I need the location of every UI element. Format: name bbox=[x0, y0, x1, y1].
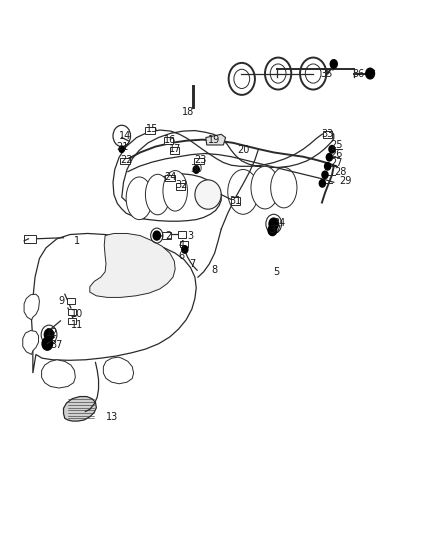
Polygon shape bbox=[24, 294, 39, 320]
FancyBboxPatch shape bbox=[67, 298, 75, 304]
Text: 21: 21 bbox=[117, 142, 129, 151]
Text: 18: 18 bbox=[182, 107, 194, 117]
FancyBboxPatch shape bbox=[176, 183, 185, 190]
Text: 26: 26 bbox=[330, 149, 343, 158]
Text: 27: 27 bbox=[330, 158, 343, 167]
Text: 36: 36 bbox=[352, 69, 364, 78]
Text: 14: 14 bbox=[119, 131, 131, 141]
Text: 11: 11 bbox=[71, 320, 83, 330]
Text: 7: 7 bbox=[190, 259, 196, 269]
Circle shape bbox=[329, 146, 335, 153]
Text: 10: 10 bbox=[71, 310, 83, 319]
FancyBboxPatch shape bbox=[194, 158, 204, 164]
Circle shape bbox=[153, 231, 160, 240]
Text: 13: 13 bbox=[106, 412, 118, 422]
Text: 31: 31 bbox=[230, 197, 242, 206]
Text: 29: 29 bbox=[339, 176, 351, 186]
Polygon shape bbox=[103, 357, 134, 384]
Circle shape bbox=[366, 68, 374, 79]
Circle shape bbox=[322, 171, 328, 179]
Text: 30: 30 bbox=[190, 165, 202, 174]
Circle shape bbox=[44, 329, 54, 341]
Circle shape bbox=[326, 154, 332, 161]
Text: 3: 3 bbox=[187, 231, 194, 240]
Text: 34: 34 bbox=[273, 218, 286, 228]
Text: 37: 37 bbox=[269, 225, 281, 235]
Ellipse shape bbox=[126, 177, 152, 220]
Circle shape bbox=[330, 60, 337, 68]
Circle shape bbox=[193, 166, 199, 173]
Polygon shape bbox=[113, 130, 334, 221]
Text: 5: 5 bbox=[273, 267, 279, 277]
Circle shape bbox=[319, 180, 325, 187]
Text: 12: 12 bbox=[46, 328, 59, 338]
Polygon shape bbox=[23, 330, 39, 354]
Text: 6: 6 bbox=[179, 251, 185, 261]
Text: 32: 32 bbox=[176, 181, 188, 190]
Text: 28: 28 bbox=[335, 167, 347, 176]
Ellipse shape bbox=[228, 169, 258, 214]
Circle shape bbox=[182, 246, 188, 253]
FancyBboxPatch shape bbox=[68, 309, 76, 315]
Text: 15: 15 bbox=[146, 124, 159, 134]
FancyBboxPatch shape bbox=[178, 231, 186, 238]
Text: 16: 16 bbox=[164, 135, 176, 144]
Ellipse shape bbox=[271, 167, 297, 208]
Text: 2: 2 bbox=[166, 231, 172, 240]
Ellipse shape bbox=[251, 166, 279, 209]
Text: 8: 8 bbox=[212, 265, 218, 275]
FancyBboxPatch shape bbox=[68, 318, 76, 324]
Circle shape bbox=[325, 163, 331, 170]
Text: 9: 9 bbox=[58, 296, 64, 306]
Text: 4: 4 bbox=[179, 240, 185, 250]
Polygon shape bbox=[90, 233, 175, 297]
Text: 25: 25 bbox=[330, 140, 343, 150]
Polygon shape bbox=[206, 134, 226, 145]
Text: 22: 22 bbox=[120, 155, 132, 165]
FancyBboxPatch shape bbox=[24, 235, 36, 243]
Polygon shape bbox=[42, 360, 75, 388]
Text: 19: 19 bbox=[208, 135, 220, 144]
Text: 24: 24 bbox=[165, 172, 177, 182]
Text: 20: 20 bbox=[237, 146, 249, 155]
Text: 33: 33 bbox=[321, 130, 334, 139]
Circle shape bbox=[42, 337, 53, 350]
Ellipse shape bbox=[195, 180, 221, 209]
FancyBboxPatch shape bbox=[120, 158, 130, 164]
FancyBboxPatch shape bbox=[180, 241, 188, 247]
FancyBboxPatch shape bbox=[165, 174, 175, 181]
FancyBboxPatch shape bbox=[170, 147, 179, 154]
Circle shape bbox=[269, 218, 279, 230]
Text: 17: 17 bbox=[169, 144, 181, 154]
FancyBboxPatch shape bbox=[231, 197, 240, 205]
FancyBboxPatch shape bbox=[145, 126, 155, 133]
Ellipse shape bbox=[145, 174, 170, 215]
Text: 35: 35 bbox=[320, 69, 332, 78]
Circle shape bbox=[268, 225, 277, 236]
FancyBboxPatch shape bbox=[164, 137, 173, 144]
Text: 23: 23 bbox=[194, 155, 207, 165]
Ellipse shape bbox=[163, 171, 187, 211]
Polygon shape bbox=[32, 233, 196, 373]
FancyBboxPatch shape bbox=[323, 131, 332, 138]
Text: 1: 1 bbox=[74, 236, 80, 246]
Text: 37: 37 bbox=[51, 341, 63, 350]
FancyBboxPatch shape bbox=[162, 232, 171, 239]
Circle shape bbox=[119, 146, 124, 152]
Polygon shape bbox=[64, 397, 96, 421]
